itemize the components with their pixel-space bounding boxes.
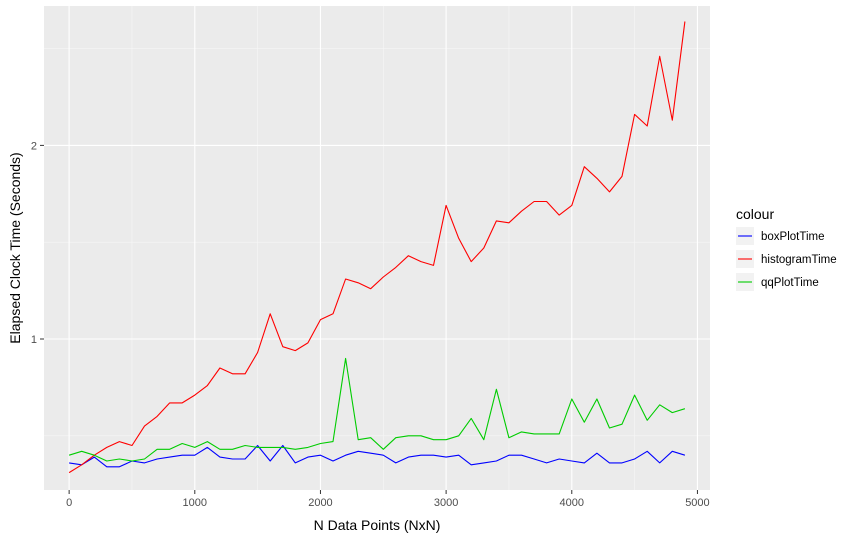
legend: colour boxPlotTime histogramTime qqPlotTim… [736, 206, 837, 291]
panel-background [44, 6, 710, 490]
minor-gridlines [44, 6, 710, 490]
legend-label-boxPlotTime: boxPlotTime [761, 231, 825, 243]
legend-title: colour [736, 206, 774, 222]
y-tick-label: 1 [31, 334, 37, 346]
legend-label-histogramTime: histogramTime [761, 254, 837, 266]
x-axis-title: N Data Points (NxN) [314, 517, 441, 533]
x-tick-label: 5000 [685, 497, 709, 509]
y-axis-ticks: 12 [31, 140, 44, 346]
x-tick-label: 0 [66, 497, 72, 509]
x-axis-ticks: 0 1000 2000 3000 4000 5000 [66, 490, 710, 509]
series-line-histogramTime [68, 21, 686, 474]
legend-label-qqPlotTime: qqPlotTime [761, 277, 819, 289]
y-axis-title: Elapsed Clock Time (Seconds) [7, 152, 23, 343]
y-tick-label: 2 [31, 140, 37, 152]
x-tick-label: 3000 [434, 497, 458, 509]
series-lines [68, 21, 686, 474]
series-line-boxPlotTime [69, 444, 686, 468]
x-tick-label: 1000 [183, 497, 207, 509]
major-gridlines [44, 6, 710, 490]
legend-items: boxPlotTime histogramTime qqPlotTime [736, 227, 837, 291]
series-line-qqPlotTime [68, 357, 686, 462]
x-tick-label: 4000 [560, 497, 584, 509]
x-tick-label: 2000 [308, 497, 332, 509]
